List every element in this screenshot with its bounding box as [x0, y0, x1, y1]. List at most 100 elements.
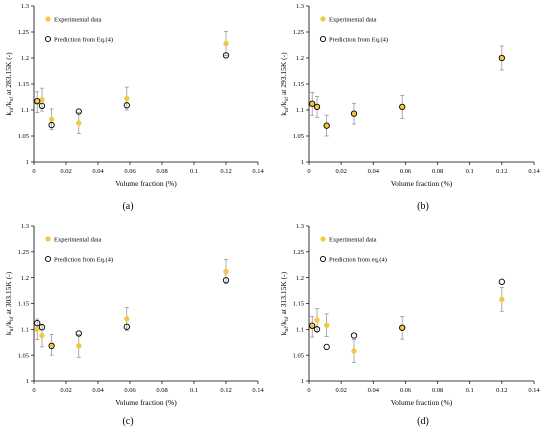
x-tick-label: 0.02: [60, 168, 71, 175]
x-tick-label: 0.02: [60, 387, 71, 394]
x-tick-label: 0.12: [496, 168, 507, 175]
panel-label: (b): [417, 201, 429, 212]
y-axis-title-sub: bf: [8, 97, 15, 102]
x-tick-label: 0.14: [528, 168, 540, 175]
prediction-point: [309, 322, 316, 329]
prediction-point: [498, 278, 506, 285]
experimental-point: [399, 104, 405, 110]
y-axis-title-sub: nf: [8, 107, 15, 112]
x-tick-label: 0.12: [496, 387, 507, 394]
prediction-point: [350, 110, 358, 117]
x-tick-label: 0.04: [92, 168, 104, 175]
x-tick-label: 0: [32, 387, 35, 394]
legend-label-prediction: Prediction from Eq.(4): [329, 36, 388, 43]
legend-label-experimental: Experimental data: [329, 16, 377, 23]
y-tick-label: 1.15: [18, 81, 29, 88]
legend-label-prediction: Prediction from Eq.(4): [54, 256, 113, 263]
y-axis-title-mid: /k: [4, 101, 13, 107]
x-tick-label: 0.04: [368, 387, 380, 394]
prediction-point: [123, 102, 130, 109]
y-axis-title-sub: nf: [8, 327, 15, 332]
y-axis-title-main: k: [279, 112, 288, 116]
experimental-point: [124, 316, 130, 322]
y-tick-label: 1.1: [21, 327, 29, 334]
panel-label: (a): [122, 201, 133, 212]
y-axis-title-mid: /k: [4, 321, 13, 327]
y-axis-title-tail: at 283.15K (-): [4, 52, 13, 97]
legend-label-prediction: Prediction from eq.(4): [329, 256, 387, 263]
y-tick-label: 1.15: [293, 81, 304, 88]
y-axis-title-tail: at 303.15K (-): [4, 271, 13, 316]
x-tick-label: 0: [307, 387, 310, 394]
x-tick-label: 0.04: [368, 168, 380, 175]
experimental-point: [34, 326, 40, 333]
x-axis-title: Volume fraction (%): [391, 179, 453, 188]
legend-marker-experimental: [45, 16, 51, 22]
y-tick-label: 1.05: [293, 133, 304, 140]
y-tick-label: 1: [301, 378, 304, 385]
x-tick-label: 0.14: [528, 387, 540, 394]
y-axis-title-tail: at 313.15K (-): [279, 271, 288, 316]
prediction-point: [309, 100, 316, 107]
prediction-point: [75, 108, 82, 115]
x-tick-label: 0.1: [190, 168, 198, 175]
y-tick-label: 1.05: [18, 133, 29, 140]
experimental-point: [124, 95, 130, 102]
y-axis-title-sub: bf: [283, 97, 290, 102]
y-tick-label: 1.3: [21, 3, 29, 10]
prediction-point: [323, 343, 330, 351]
prediction-point: [123, 323, 130, 330]
y-tick-label: 1.1: [21, 107, 29, 114]
legend-marker-experimental: [45, 236, 51, 242]
y-tick-label: 1.2: [21, 275, 29, 282]
prediction-point: [38, 324, 46, 331]
x-tick-label: 0.06: [400, 387, 412, 394]
prediction-point: [222, 277, 230, 284]
prediction-point: [350, 332, 358, 339]
legend-label-experimental: Experimental data: [54, 236, 102, 243]
experimental-point: [314, 104, 320, 110]
y-tick-label: 1.2: [21, 55, 29, 62]
x-tick-label: 0.1: [466, 387, 474, 394]
chart-panel-b: 1 1.05 1.1 1.15 1.2 1.25 1.3 0 0.02 0.04 0.06 0.08 0…: [279, 3, 540, 212]
y-tick-label: 1: [26, 159, 29, 166]
legend-marker-prediction: [44, 255, 52, 263]
x-tick-label: 0.04: [92, 387, 104, 394]
x-tick-label: 0: [307, 168, 310, 175]
y-axis-title-sub: nf: [283, 327, 290, 332]
y-tick-label: 1.05: [293, 352, 304, 359]
y-axis-title: knf/kbf at 303.15K (-): [4, 271, 15, 335]
legend-label-experimental: Experimental data: [54, 16, 102, 23]
y-tick-label: 1.1: [296, 107, 304, 114]
experimental-point: [48, 116, 55, 123]
x-tick-label: 0.06: [124, 168, 136, 175]
x-tick-label: 0.14: [252, 168, 264, 175]
legend-marker-prediction: [44, 35, 52, 43]
legend-marker-experimental: [320, 16, 326, 22]
y-axis-title-mid: /k: [279, 101, 288, 107]
y-tick-label: 1.2: [296, 55, 304, 62]
x-tick-label: 0.08: [156, 387, 167, 394]
y-axis-title-mid: /k: [279, 321, 288, 327]
x-tick-label: 0.08: [432, 168, 443, 175]
y-tick-label: 1: [301, 159, 304, 166]
y-tick-label: 1.25: [18, 29, 29, 36]
y-axis-title-main: k: [4, 112, 13, 116]
y-tick-label: 1: [26, 378, 29, 385]
y-axis-title-tail: at 293.15K (-): [279, 52, 288, 97]
y-axis-title: knf/kbf at 283.15K (-): [4, 52, 15, 116]
prediction-point: [75, 330, 82, 337]
prediction-point: [399, 324, 406, 331]
experimental-point: [351, 110, 357, 117]
prediction-point: [399, 103, 406, 111]
prediction-point: [38, 102, 46, 109]
prediction-point: [48, 121, 55, 129]
prediction-point: [222, 52, 230, 59]
y-axis-title-sub: nf: [283, 107, 290, 112]
y-axis-title-sub: bf: [283, 316, 290, 321]
chart-panel-a: 1 1.05 1.1 1.15 1.2 1.25 1.3 0 0.02 0.04 0.06 0.08 0…: [4, 3, 264, 212]
y-tick-label: 1.15: [293, 301, 304, 308]
x-tick-label: 0.06: [124, 387, 136, 394]
experimental-point: [76, 120, 82, 126]
x-axis-title: Volume fraction (%): [115, 179, 177, 188]
